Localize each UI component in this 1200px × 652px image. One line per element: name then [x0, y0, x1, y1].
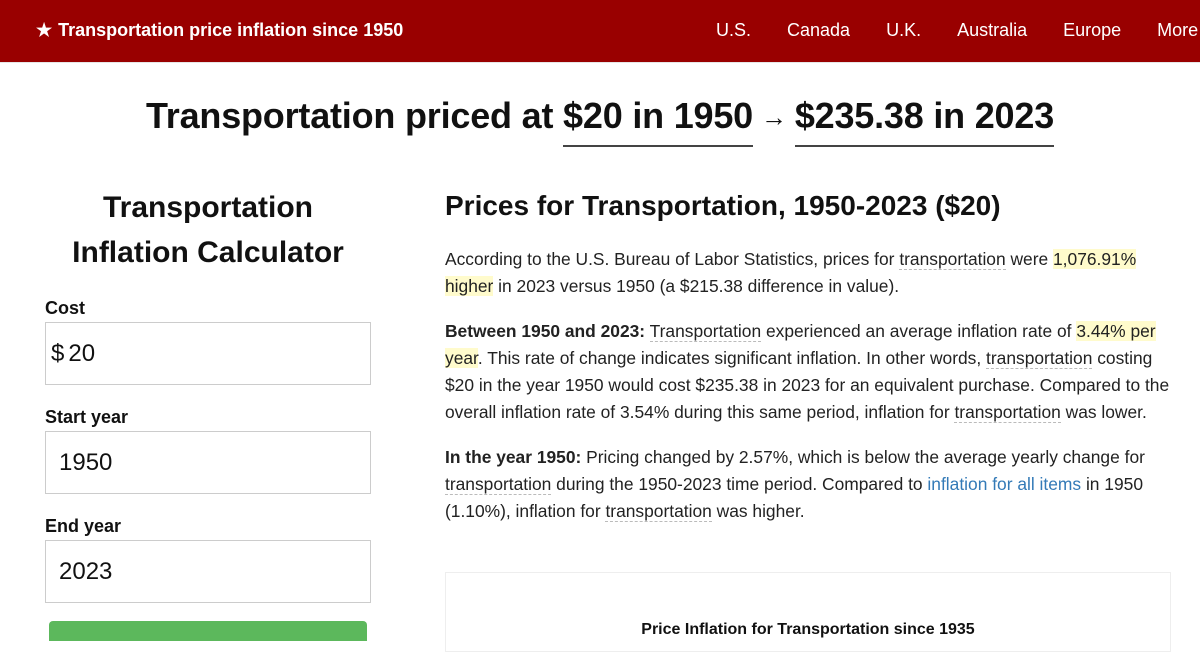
nav-uk[interactable]: U.K.: [886, 20, 922, 40]
article-title: Prices for Transportation, 1950-2023 ($2…: [445, 190, 1001, 221]
nav-more[interactable]: More: [1157, 20, 1199, 40]
headline-prefix: Transportation priced at: [145, 95, 564, 136]
country-nav: U.S. Canada U.K. Australia Europe More: [716, 20, 1198, 41]
chart-title: Price Inflation for Transportation since…: [641, 621, 975, 638]
article-content: Prices for Transportation, 1950-2023 ($2…: [445, 188, 1175, 543]
end-year-label: End year: [45, 516, 122, 536]
calculator-title-line2: Inflation Calculator: [72, 236, 344, 269]
term-transportation[interactable]: Transportation: [649, 321, 762, 342]
calculator-title-line1: Transportation: [102, 191, 313, 224]
period-paragraph: Between 1950 and 2023: Transportation ex…: [445, 321, 1170, 423]
cost-label: Cost: [45, 298, 85, 318]
nav-europe[interactable]: Europe: [1063, 20, 1122, 40]
arrow-right-icon: →: [761, 102, 787, 132]
calculate-button[interactable]: [49, 621, 367, 641]
nav-us[interactable]: U.S.: [716, 20, 752, 40]
term-transportation[interactable]: transportation: [954, 402, 1061, 423]
term-transportation[interactable]: transportation: [986, 348, 1093, 369]
end-year-input[interactable]: [46, 557, 370, 586]
nav-canada[interactable]: Canada: [787, 20, 851, 40]
calculator-panel: Transportation Inflation Calculator Cost…: [45, 185, 371, 641]
dollar-prefix: $: [51, 339, 65, 367]
term-transportation[interactable]: transportation: [605, 501, 712, 522]
summary-paragraph: According to the U.S. Bureau of Labor St…: [445, 249, 1137, 296]
brand-title: Transportation price inflation since 195…: [58, 20, 404, 40]
period-heading: Between 1950 and 2023:: [445, 321, 646, 341]
end-year-field[interactable]: [45, 540, 371, 603]
start-year-field[interactable]: [45, 431, 371, 494]
top-navbar: ★ Transportation price inflation since 19…: [0, 0, 1200, 63]
chart-container: Price Inflation for Transportation since…: [445, 572, 1171, 652]
page-headline: Transportation priced at $20 in 1950 → $23…: [0, 95, 1200, 147]
start-year-input[interactable]: [46, 448, 370, 477]
brand-link[interactable]: ★ Transportation price inflation since 19…: [36, 20, 403, 41]
year-heading: In the year 1950:: [445, 447, 582, 467]
nav-australia[interactable]: Australia: [957, 20, 1028, 40]
year-paragraph: In the year 1950: Pricing changed by 2.5…: [445, 447, 1145, 522]
star-icon: ★: [36, 20, 53, 40]
term-transportation[interactable]: transportation: [899, 249, 1006, 270]
headline-end-value: $235.38 in 2023: [794, 95, 1054, 147]
calculator-title: Transportation Inflation Calculator: [25, 185, 391, 275]
start-year-label: Start year: [45, 407, 129, 427]
all-items-inflation-link[interactable]: inflation for all items: [927, 474, 1082, 494]
cost-field[interactable]: $: [45, 322, 371, 385]
headline-start-value: $20 in 1950: [563, 95, 753, 147]
cost-input[interactable]: [68, 339, 370, 368]
term-transportation[interactable]: transportation: [445, 474, 552, 495]
